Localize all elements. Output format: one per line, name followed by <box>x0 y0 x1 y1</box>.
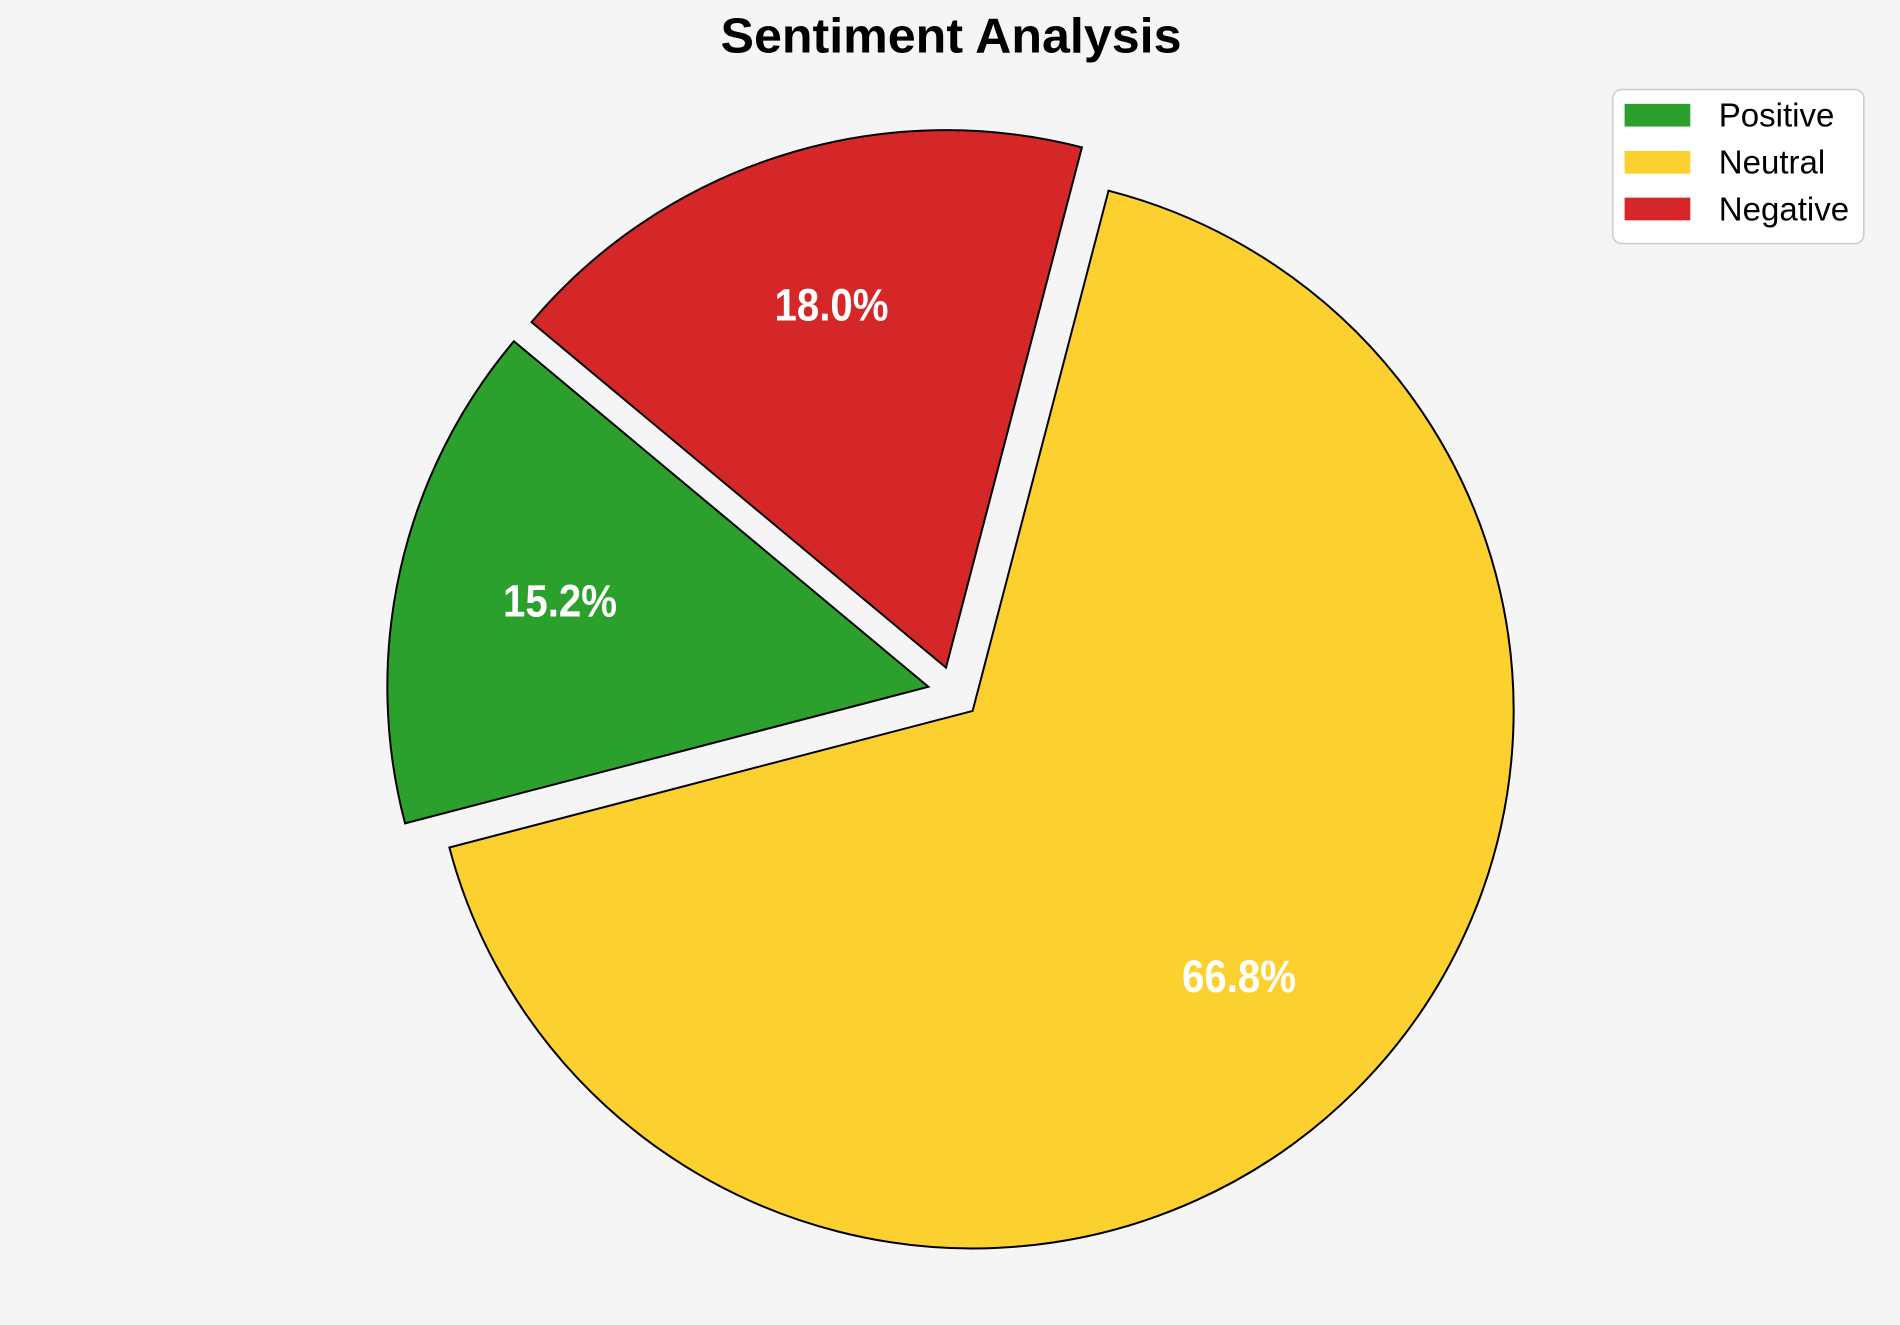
svg-text:Negative: Negative <box>1719 190 1849 227</box>
svg-text:15.2%: 15.2% <box>503 576 617 627</box>
svg-text:Sentiment Analysis: Sentiment Analysis <box>721 10 1182 64</box>
svg-text:Positive: Positive <box>1719 97 1835 134</box>
svg-text:18.0%: 18.0% <box>775 279 889 330</box>
svg-text:66.8%: 66.8% <box>1182 951 1296 1002</box>
svg-text:Neutral: Neutral <box>1719 143 1825 180</box>
